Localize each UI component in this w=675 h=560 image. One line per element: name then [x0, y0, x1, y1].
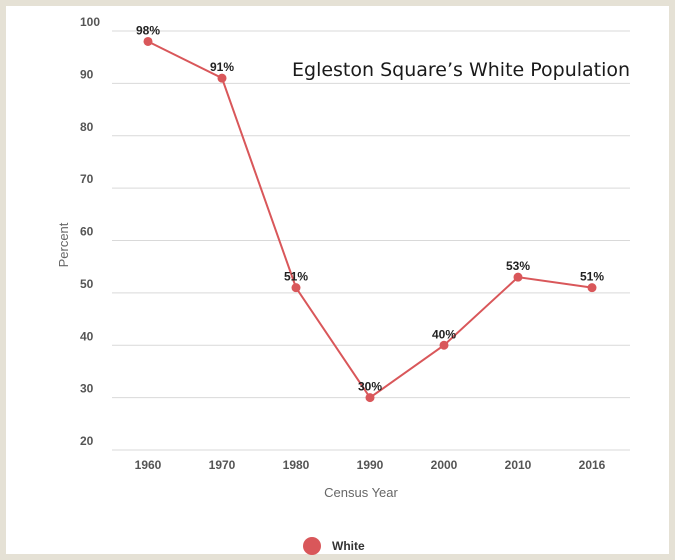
- x-tick-label: 2010: [505, 458, 532, 472]
- y-tick-label: 100: [80, 15, 100, 29]
- y-tick-label: 40: [80, 329, 94, 343]
- series-white: 98% 91% 51% 30% 40% 53% 51%: [136, 23, 604, 403]
- data-label: 40%: [432, 327, 456, 341]
- data-label: 98%: [136, 23, 160, 37]
- data-point: [439, 340, 449, 350]
- x-axis-ticks: 1960 1970 1980 1990 2000 2010 2016: [135, 458, 606, 472]
- legend-label: White: [332, 539, 365, 553]
- data-label: 51%: [284, 270, 308, 284]
- data-point: [587, 283, 597, 293]
- chart-title: Egleston Square’s White Population: [292, 59, 630, 81]
- y-axis-ticks: 100 90 80 70 60 50 40 30 20: [80, 15, 100, 448]
- x-tick-label: 2016: [579, 458, 606, 472]
- x-tick-label: 1990: [357, 458, 384, 472]
- data-point: [513, 272, 523, 282]
- x-tick-label: 2000: [431, 458, 458, 472]
- legend: White: [303, 537, 365, 555]
- x-tick-label: 1980: [283, 458, 310, 472]
- y-tick-label: 50: [80, 277, 94, 291]
- y-tick-label: 30: [80, 382, 94, 396]
- data-point: [143, 36, 153, 46]
- data-label: 51%: [580, 270, 604, 284]
- y-axis-title: Percent: [56, 222, 71, 267]
- x-tick-label: 1970: [209, 458, 236, 472]
- data-point: [291, 283, 301, 293]
- x-tick-label: 1960: [135, 458, 162, 472]
- data-label: 30%: [358, 380, 382, 394]
- y-tick-label: 90: [80, 67, 94, 81]
- series-line: [147, 40, 593, 400]
- data-point: [365, 393, 375, 403]
- data-label: 53%: [506, 259, 530, 273]
- y-tick-label: 20: [80, 434, 94, 448]
- x-axis-title: Census Year: [324, 485, 398, 500]
- gridlines: [112, 30, 630, 451]
- y-tick-label: 70: [80, 172, 94, 186]
- y-tick-label: 60: [80, 225, 94, 239]
- data-label: 91%: [210, 60, 234, 74]
- y-tick-label: 80: [80, 120, 94, 134]
- legend-swatch: [303, 537, 321, 555]
- data-point: [217, 73, 227, 83]
